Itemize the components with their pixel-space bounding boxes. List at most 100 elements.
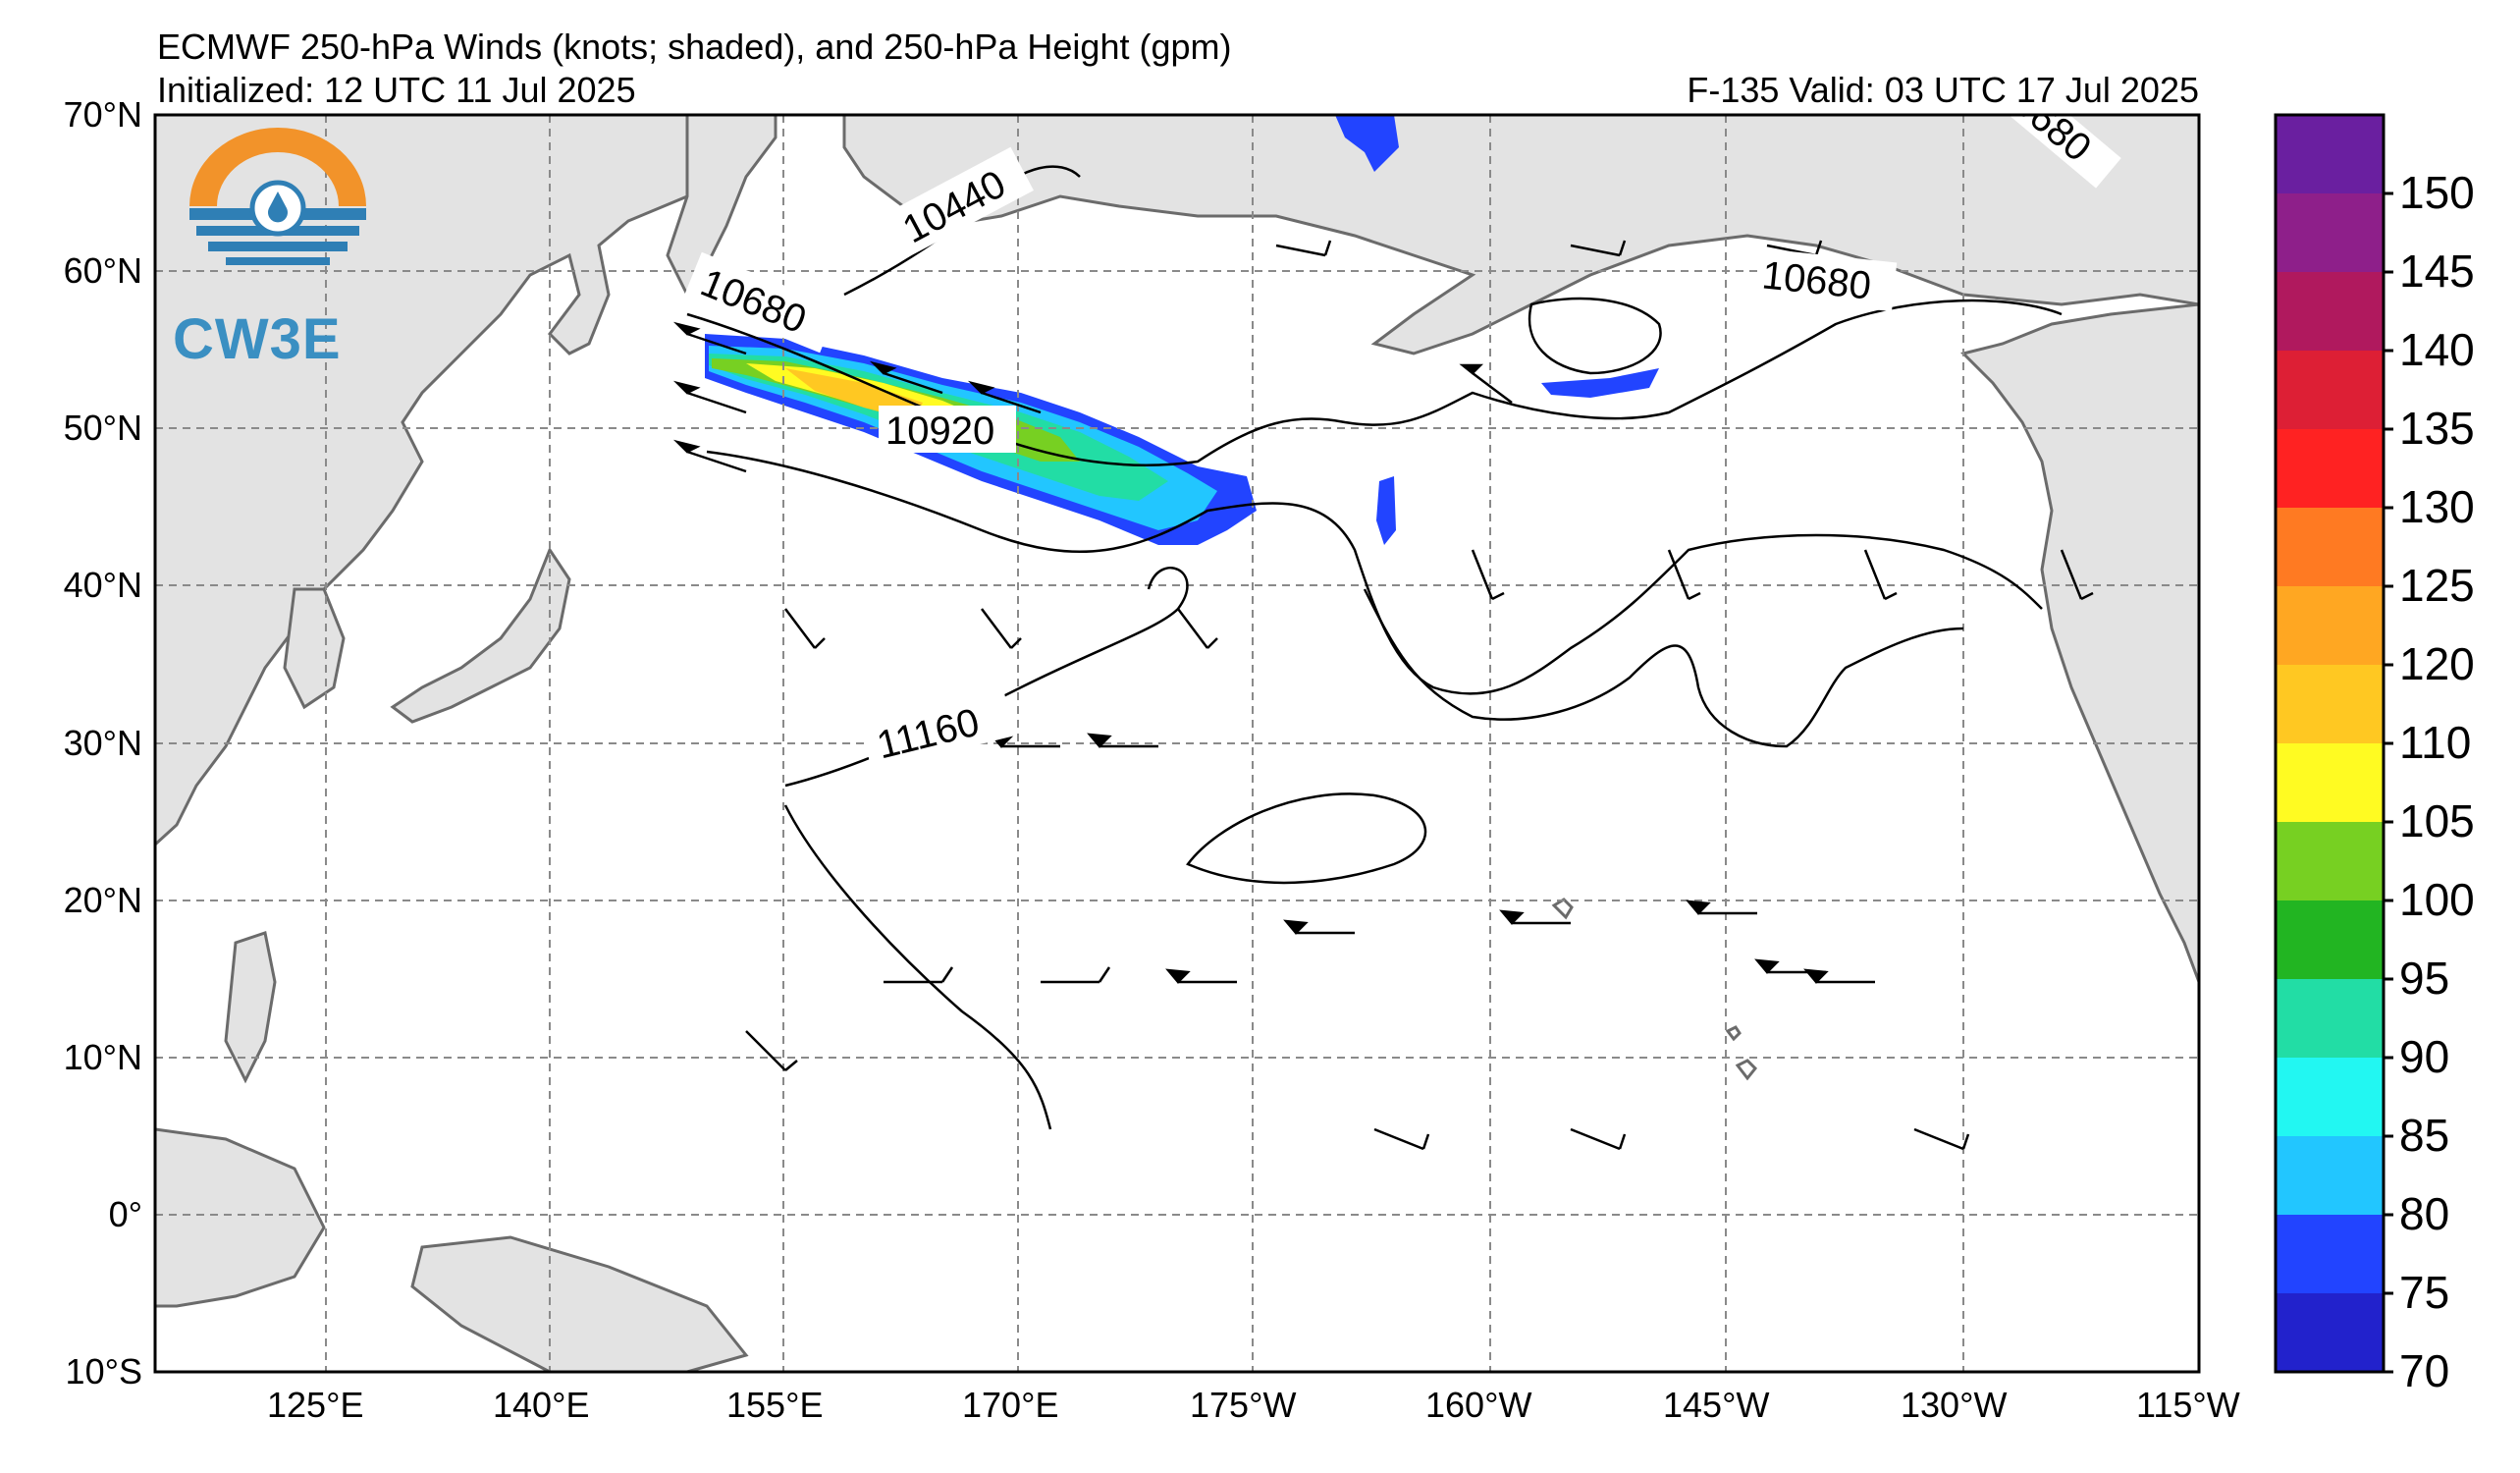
initialized-label: Initialized: 12 UTC 11 Jul 2025 [157, 70, 636, 110]
barb [1373, 1127, 1430, 1151]
contour-11160-sub [1186, 792, 1427, 885]
jet-shade-blue-small [1376, 476, 1396, 545]
colorbar-label: 120 [2399, 638, 2475, 689]
contour-11160-s [783, 804, 1052, 1130]
colorbar-segment [2276, 586, 2384, 666]
kamchatka-land [666, 115, 777, 298]
barb [1283, 919, 1355, 935]
colorbar-label: 145 [2399, 246, 2475, 297]
barb [981, 608, 1022, 649]
lat-label-0: 0° [108, 1194, 142, 1234]
barb [1803, 968, 1875, 984]
map-panel: 10440 10680 10920 11160 10680 0680 [155, 115, 2199, 1372]
chart-title: ECMWF 250-hPa Winds (knots; shaded), and… [157, 27, 1232, 67]
colorbar-label: 100 [2399, 874, 2475, 925]
lon-label-170e: 170°E [962, 1385, 1059, 1425]
lat-label-30n: 30°N [63, 723, 142, 763]
barb [672, 439, 747, 473]
barb [1686, 900, 1757, 915]
barb [672, 321, 747, 355]
colorbar-label: 85 [2399, 1110, 2450, 1161]
logo-arc [189, 128, 366, 206]
barb [1087, 733, 1158, 748]
colorbar-segment [2276, 193, 2384, 273]
lon-label-125e: 125°E [267, 1385, 364, 1425]
lon-label-145w: 145°W [1663, 1385, 1770, 1425]
indonesia-land [155, 1127, 326, 1308]
colorbar [2276, 115, 2393, 1374]
colorbar-segment [2276, 429, 2384, 509]
barb [1863, 549, 1898, 601]
map-border [153, 113, 2201, 1374]
graticule [155, 115, 2199, 1372]
colorbar-label: 95 [2399, 953, 2450, 1004]
barb [884, 966, 954, 984]
barb [1275, 240, 1332, 257]
colorbar-segment [2276, 665, 2384, 744]
colorbar-label: 130 [2399, 481, 2475, 532]
colorbar-segment [2276, 1136, 2384, 1216]
barb [1165, 968, 1237, 984]
barb [1667, 549, 1701, 601]
barb [672, 380, 747, 414]
colorbar-label: 90 [2399, 1031, 2450, 1082]
colorbar-label: 135 [2399, 403, 2475, 454]
colorbar-segment [2276, 1293, 2384, 1373]
colorbar-label: 140 [2399, 324, 2475, 375]
barb [1913, 1127, 1970, 1151]
lon-label-160w: 160°W [1425, 1385, 1532, 1425]
colorbar-segment [2276, 1058, 2384, 1137]
colorbar-label: 105 [2399, 795, 2475, 846]
barb [1471, 549, 1505, 601]
barb [967, 380, 1042, 414]
colorbar-label: 125 [2399, 560, 2475, 611]
colorbar-label: 80 [2399, 1188, 2450, 1239]
barb [1177, 608, 1218, 649]
colorbar-segment [2276, 508, 2384, 587]
contour-label: 10920 [885, 409, 994, 453]
barb [869, 360, 943, 395]
lat-label-60n: 60°N [63, 250, 142, 291]
lat-label-70n: 70°N [63, 94, 142, 135]
cw3e-logo [189, 128, 366, 265]
valid-label: F-135 Valid: 03 UTC 17 Jul 2025 [1687, 70, 2199, 110]
colorbar-label: 150 [2399, 167, 2475, 218]
colorbar-segment [2276, 979, 2384, 1059]
lat-label-20n: 20°N [63, 880, 142, 920]
lon-label-175w: 175°W [1190, 1385, 1297, 1425]
logo-text: CW3E [173, 307, 342, 371]
colorbar-label: 70 [2399, 1345, 2450, 1396]
barb [2060, 549, 2094, 601]
lat-label-40n: 40°N [63, 565, 142, 605]
colorbar-segment [2276, 272, 2384, 352]
north-america-land [1960, 302, 2199, 983]
barb [1459, 363, 1513, 404]
colorbar-segment [2276, 351, 2384, 430]
colorbar-label: 75 [2399, 1267, 2450, 1318]
lon-label-155e: 155°E [726, 1385, 824, 1425]
philippines-land [224, 931, 277, 1084]
lon-label-130w: 130°W [1901, 1385, 2008, 1425]
lat-label-50n: 50°N [63, 408, 142, 448]
colorbar-segment [2276, 743, 2384, 823]
colorbar-segment [2276, 115, 2384, 194]
asia-land [155, 115, 777, 847]
barb [1041, 966, 1111, 984]
barb [784, 608, 826, 649]
lat-label-10s: 10°S [65, 1351, 142, 1391]
contour-label-group: 10440 10680 10920 11160 10680 0680 [683, 115, 2121, 772]
barb [745, 1030, 798, 1071]
korea-land [283, 587, 346, 710]
contour-11160-e [1363, 588, 1964, 748]
japan-land [390, 546, 571, 724]
colorbar-border [2274, 113, 2386, 1374]
colorbar-segment [2276, 900, 2384, 980]
jet-shade-blue-gulf [1541, 368, 1659, 398]
barb [1570, 1127, 1627, 1151]
lon-label-115w: 115°W [2136, 1385, 2240, 1425]
lat-label-10n: 10°N [63, 1037, 142, 1077]
jet-shade-blue-n [1335, 115, 1399, 172]
colorbar-segment [2276, 1215, 2384, 1294]
colorbar-segment [2276, 822, 2384, 901]
